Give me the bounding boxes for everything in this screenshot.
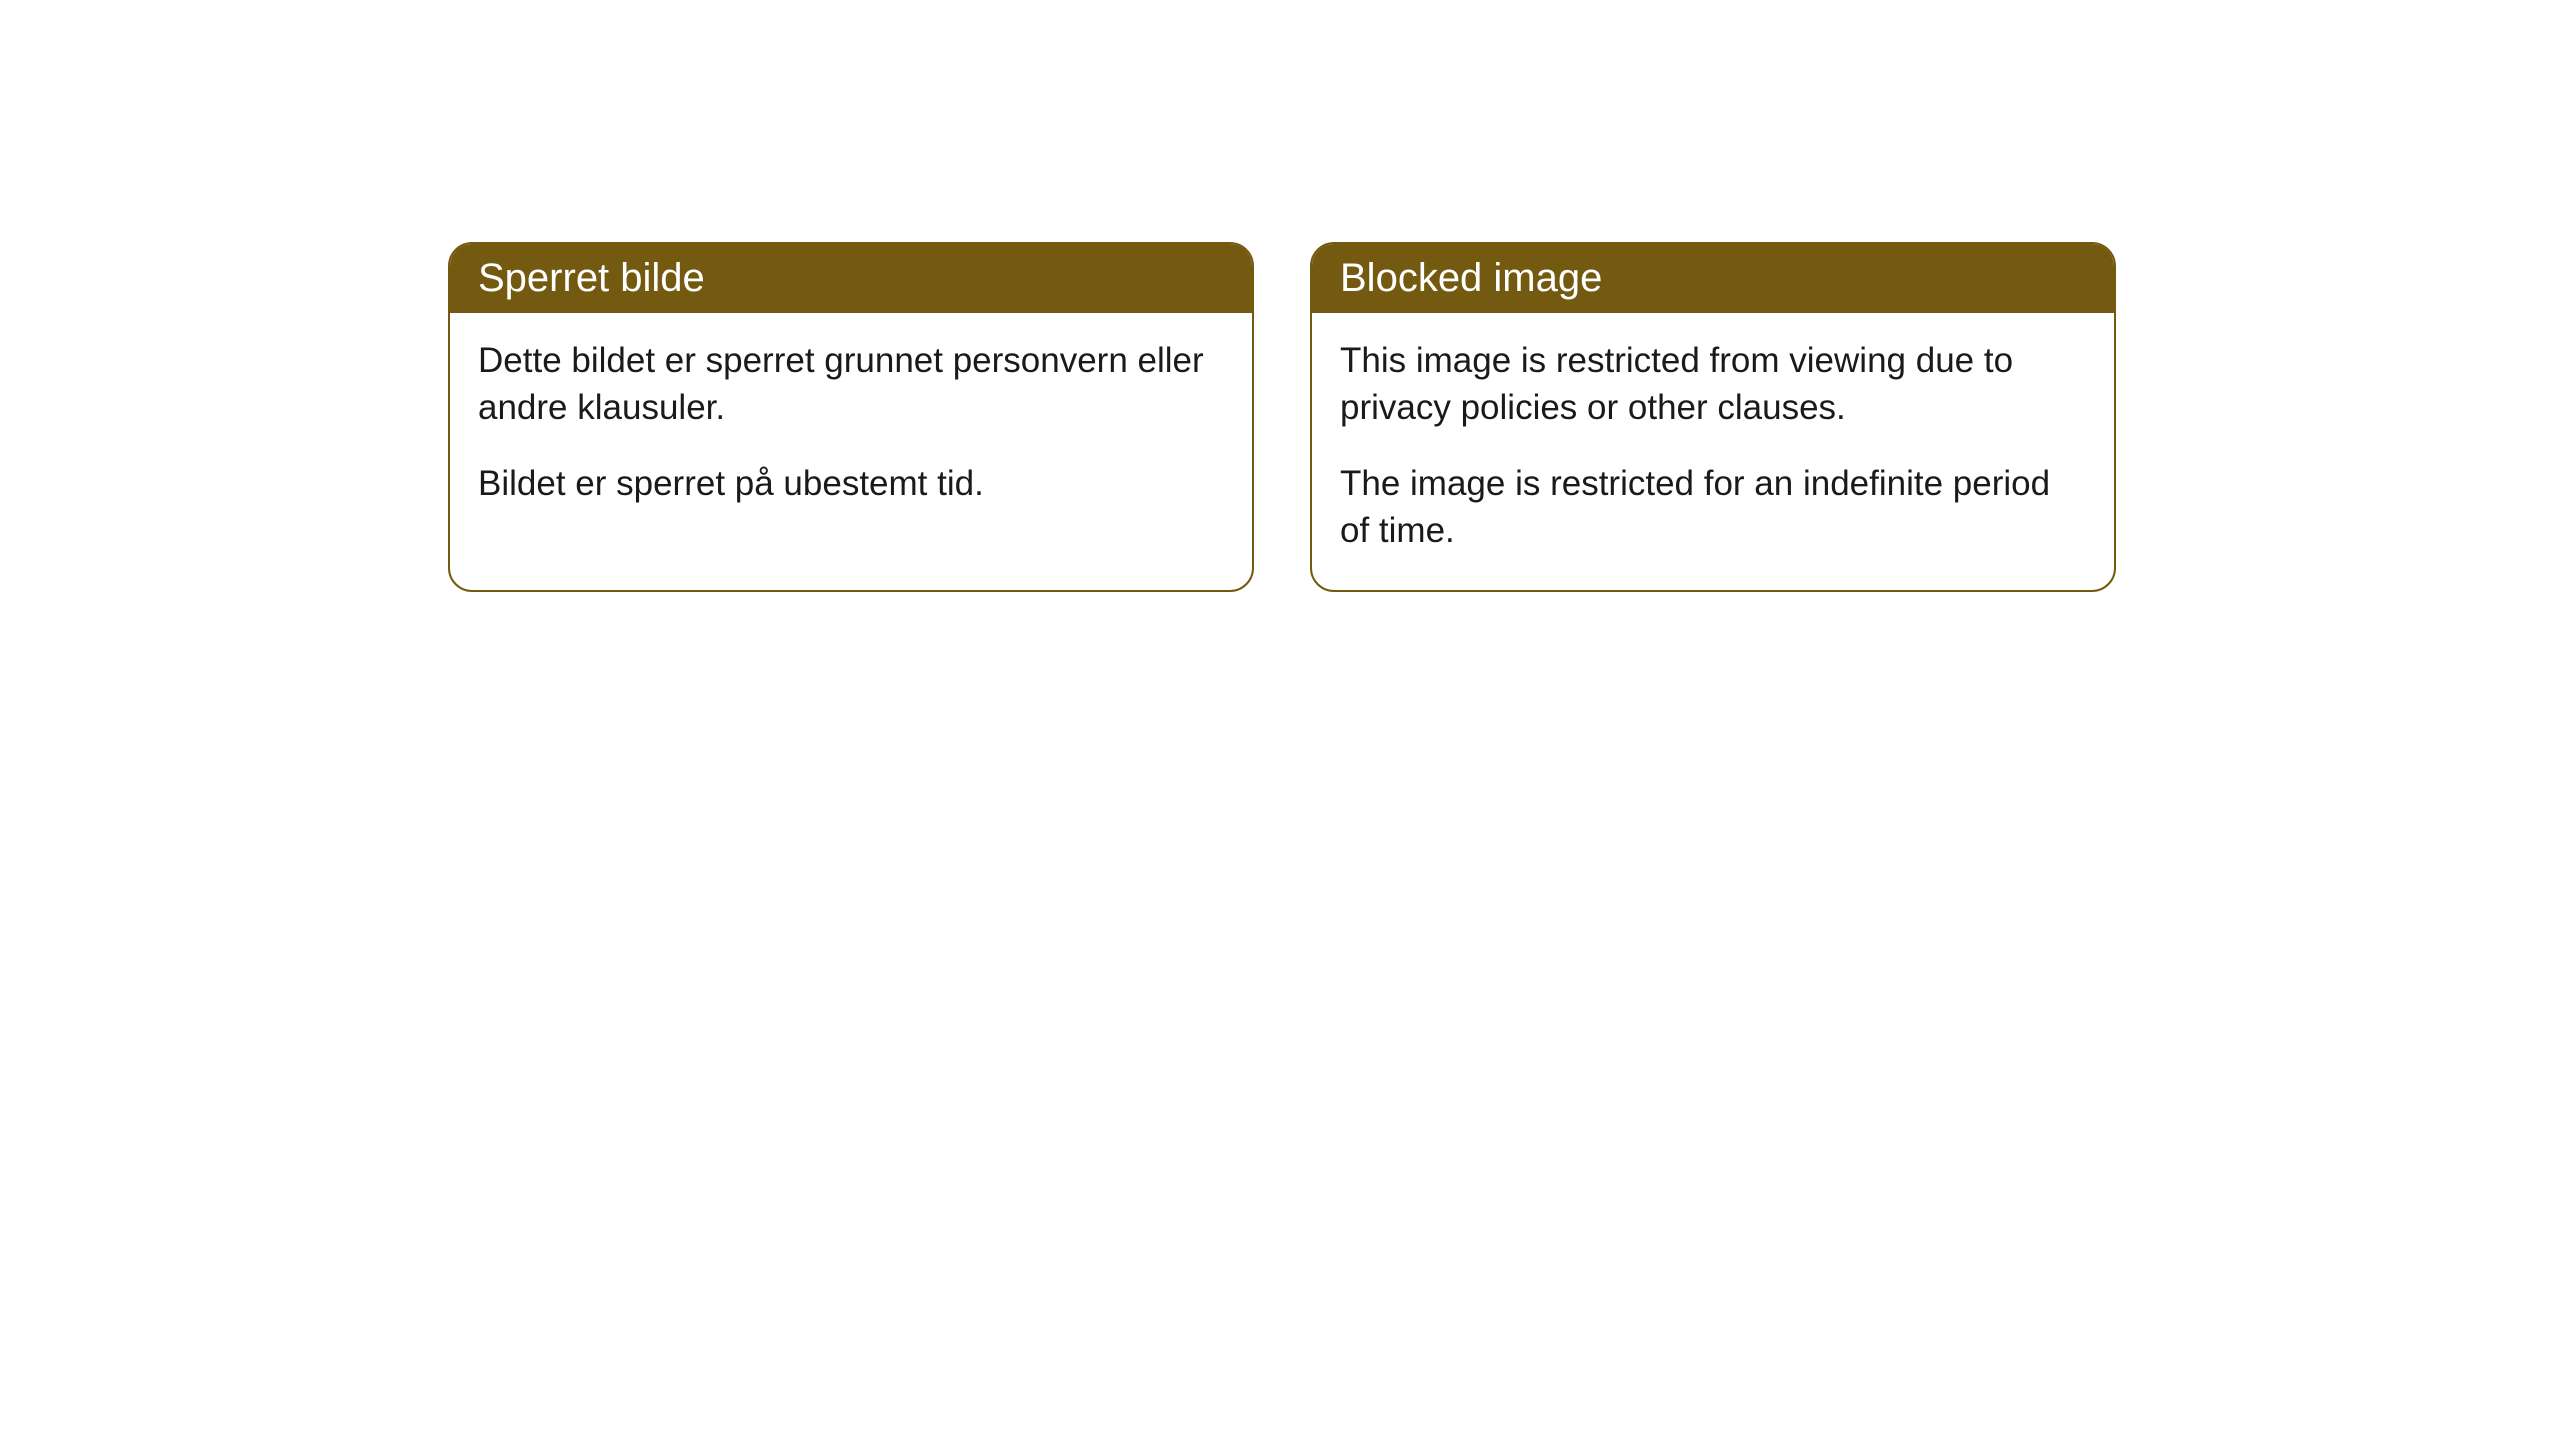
card-header-english: Blocked image (1312, 244, 2114, 313)
card-body-english: This image is restricted from viewing du… (1312, 313, 2114, 590)
body-paragraph-1-norwegian: Dette bildet er sperret grunnet personve… (478, 337, 1224, 432)
body-paragraph-1-english: This image is restricted from viewing du… (1340, 337, 2086, 432)
body-paragraph-2-norwegian: Bildet er sperret på ubestemt tid. (478, 460, 1224, 507)
card-header-norwegian: Sperret bilde (450, 244, 1252, 313)
card-body-norwegian: Dette bildet er sperret grunnet personve… (450, 313, 1252, 543)
blocked-image-notice-container: Sperret bilde Dette bildet er sperret gr… (448, 242, 2560, 592)
body-paragraph-2-english: The image is restricted for an indefinit… (1340, 460, 2086, 555)
blocked-image-card-english: Blocked image This image is restricted f… (1310, 242, 2116, 592)
blocked-image-card-norwegian: Sperret bilde Dette bildet er sperret gr… (448, 242, 1254, 592)
